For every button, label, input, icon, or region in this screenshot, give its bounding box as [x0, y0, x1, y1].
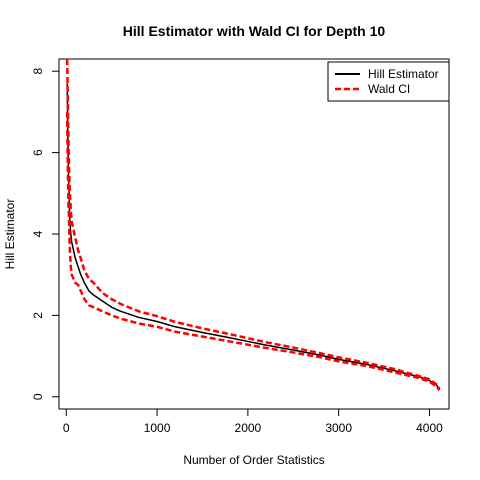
y-tick-label: 6 — [31, 149, 45, 156]
y-axis: 0 2 4 6 8 — [31, 68, 60, 400]
x-tick-label: 1000 — [144, 421, 171, 435]
series-layer — [65, 59, 441, 392]
y-tick-label: 0 — [31, 393, 45, 400]
chart-title: Hill Estimator with Wald CI for Depth 10 — [123, 23, 386, 39]
legend-box — [327, 61, 450, 102]
wald-ci-lower-line — [65, 111, 441, 392]
legend: Hill Estimator Wald CI — [327, 61, 450, 102]
legend-label-wald-ci: Wald CI — [368, 82, 410, 96]
y-tick-label: 8 — [31, 68, 45, 75]
x-tick-label: 0 — [63, 421, 70, 435]
x-tick-label: 2000 — [235, 421, 262, 435]
wald-ci-upper-line — [65, 59, 441, 390]
x-axis-label: Number of Order Statistics — [183, 453, 324, 467]
y-axis-label: Hill Estimator — [3, 199, 17, 270]
x-tick-label: 4000 — [416, 421, 443, 435]
x-tick-label: 3000 — [325, 421, 352, 435]
legend-label-hill-estimator: Hill Estimator — [368, 67, 439, 81]
x-axis: 0 1000 2000 3000 4000 — [63, 408, 443, 435]
y-tick-label: 4 — [31, 230, 45, 237]
hill-estimator-line — [66, 83, 441, 390]
y-tick-label: 2 — [31, 312, 45, 319]
